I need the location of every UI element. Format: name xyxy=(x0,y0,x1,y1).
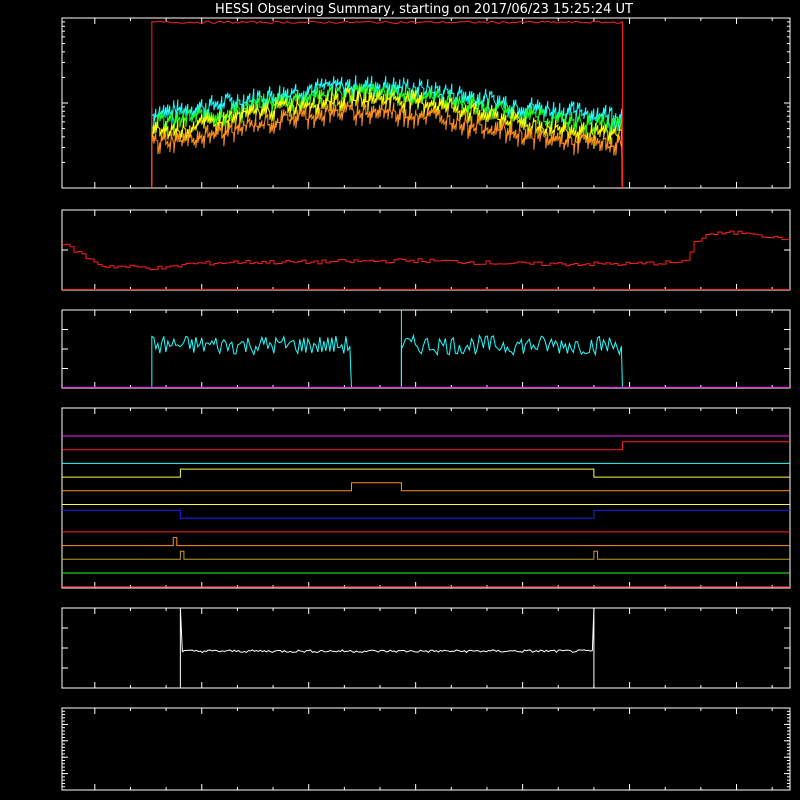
flag-line xyxy=(62,550,790,560)
panel-frame xyxy=(61,309,791,389)
panel-count_rates xyxy=(61,17,791,189)
flag-line xyxy=(62,537,790,547)
panel-frame xyxy=(61,209,791,291)
flag-line xyxy=(62,441,790,451)
flag-line xyxy=(62,509,790,519)
series-line-Collimator-8 xyxy=(400,333,623,389)
panel-frame xyxy=(61,607,791,689)
series-line-3-6-keV xyxy=(151,20,623,188)
panel-frame xyxy=(61,407,791,589)
series-line-Collimator-8 xyxy=(151,335,352,389)
flag-line xyxy=(62,468,790,478)
panel-livetime xyxy=(61,707,791,791)
flag-line xyxy=(62,482,790,492)
panel-sas xyxy=(61,607,791,689)
figure-title: HESSI Observing Summary, starting on 201… xyxy=(215,2,633,17)
series-line-6-12-keV xyxy=(151,100,623,189)
panel-flags xyxy=(61,407,791,589)
panel-modulation xyxy=(61,309,791,389)
series-line-sas xyxy=(179,607,595,688)
panel-frame xyxy=(61,707,791,791)
panel-particle_rates xyxy=(61,209,791,291)
series-line-HI-channel xyxy=(62,230,790,271)
